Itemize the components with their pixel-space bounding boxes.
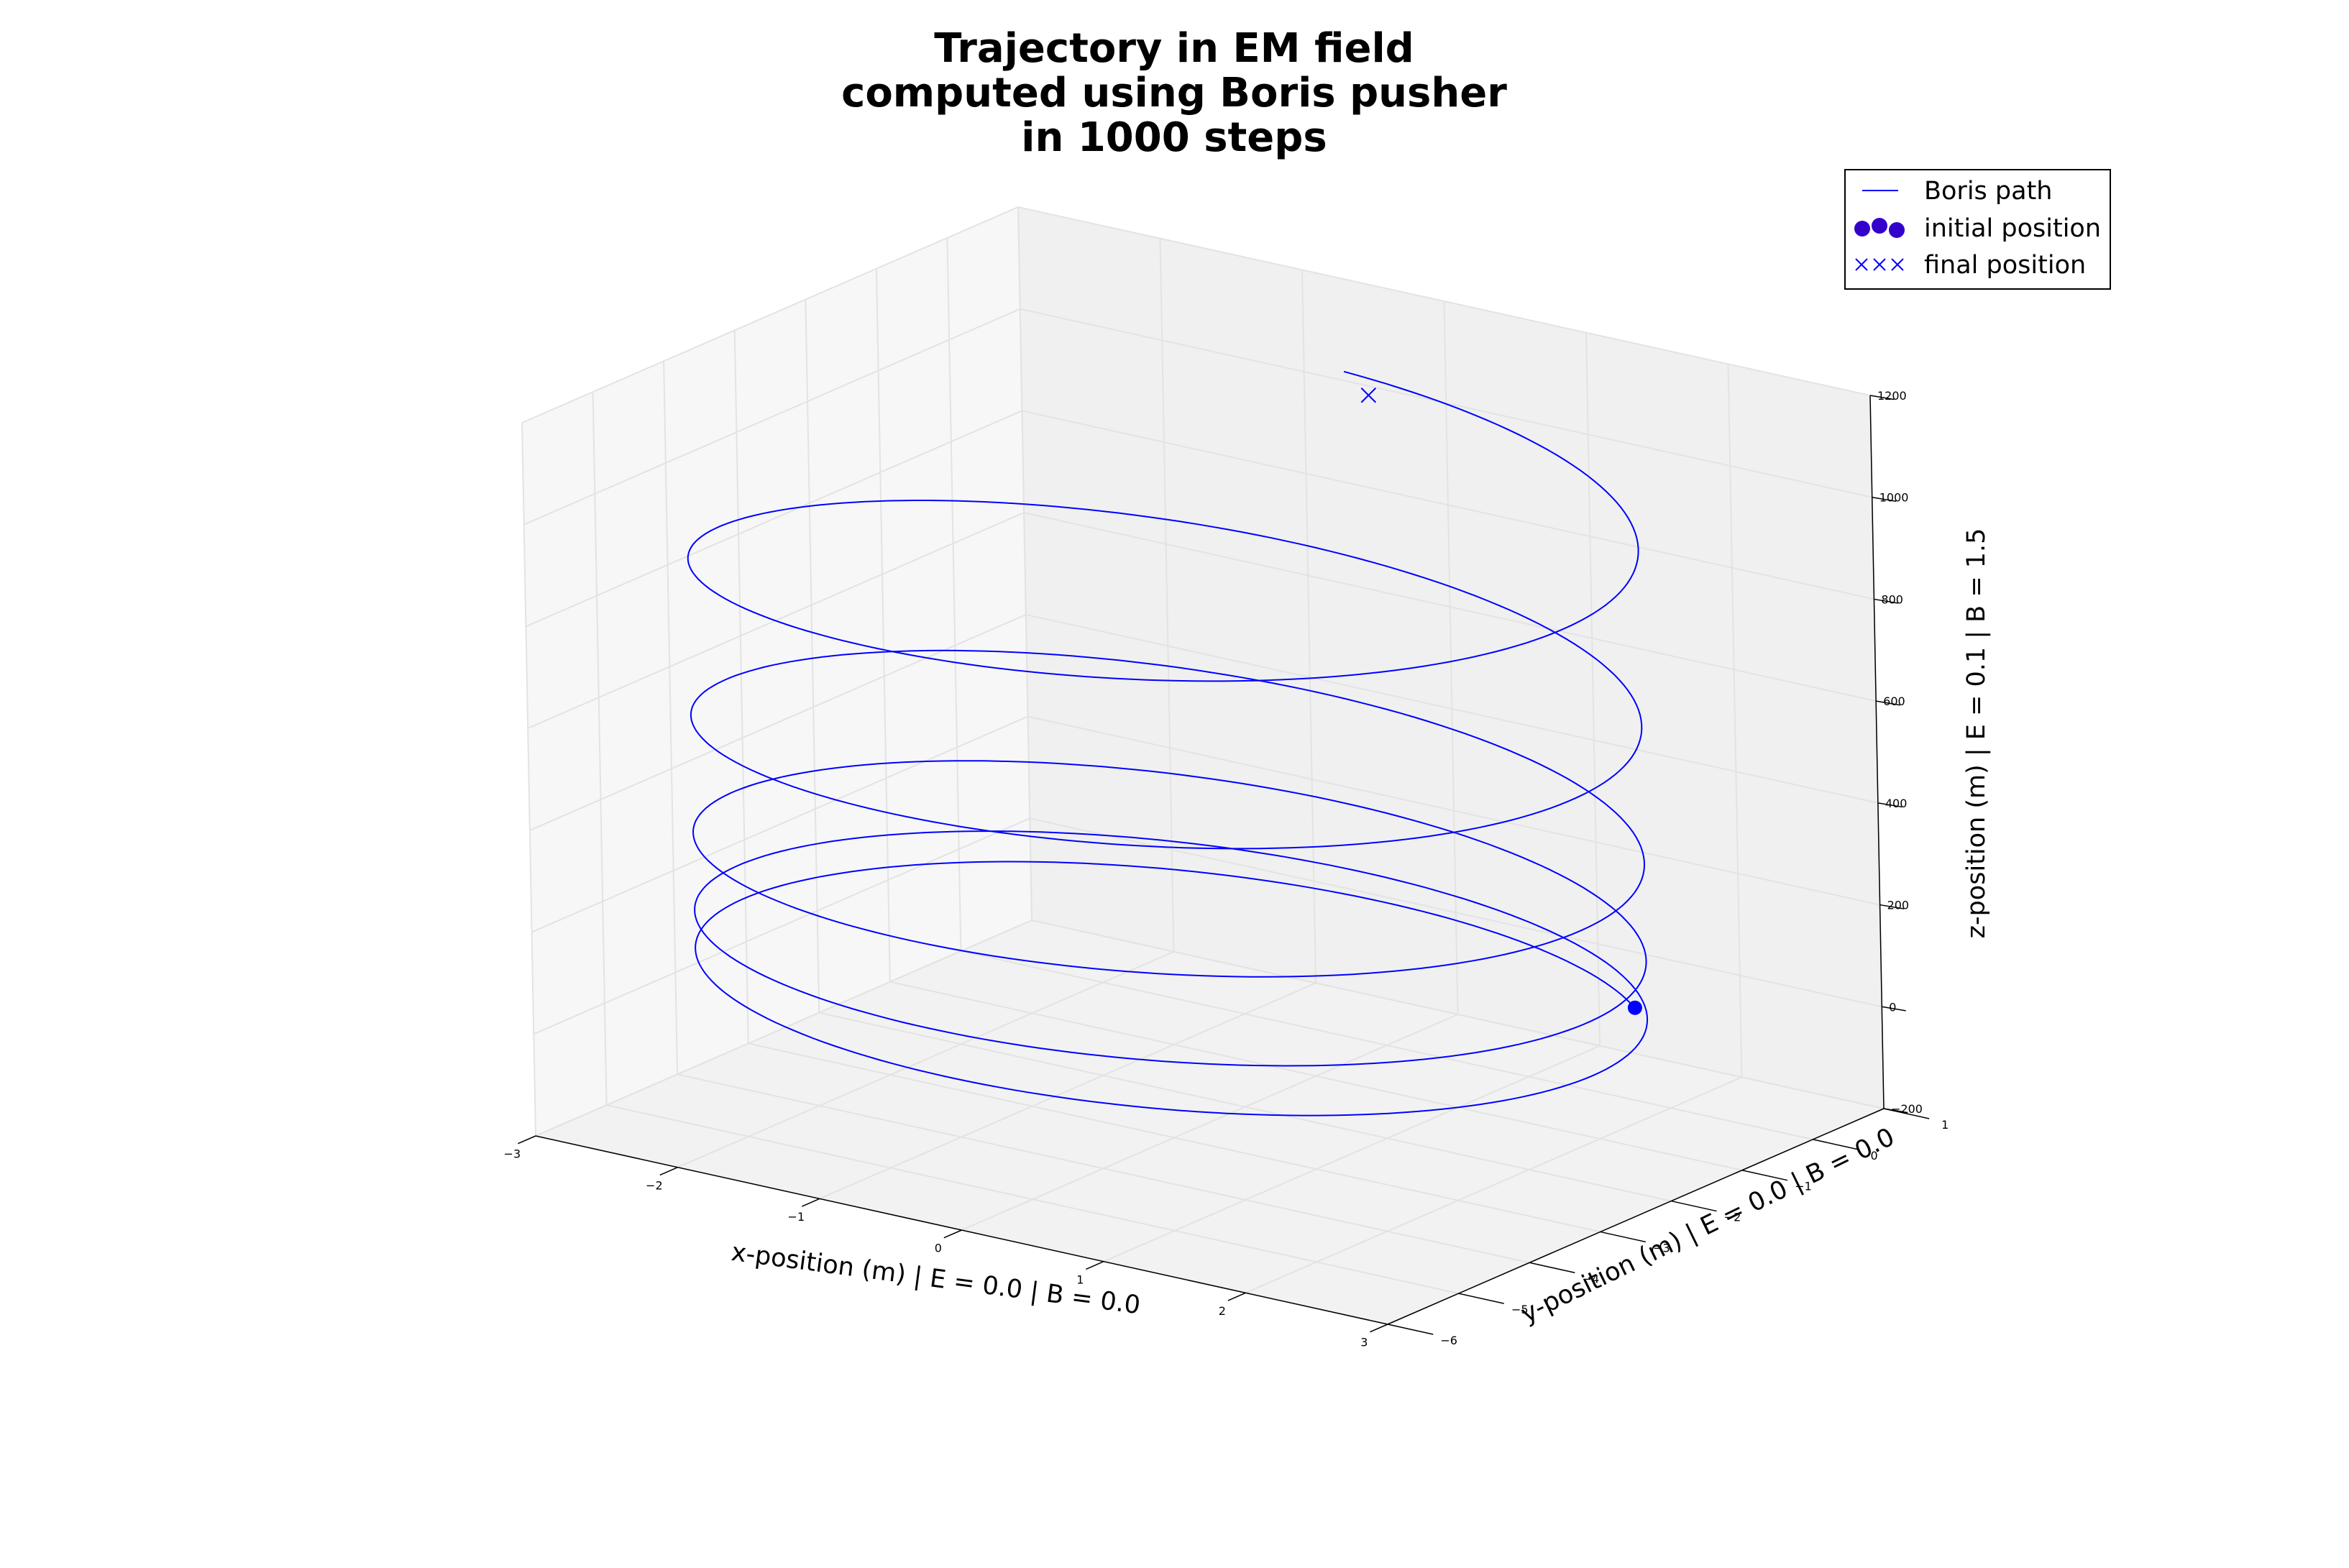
y-tick-label: 1: [1941, 1118, 1949, 1132]
x-tick: [802, 1198, 820, 1207]
chart-title-line-2: computed using Boris pusher: [841, 70, 1507, 116]
axes-panes: [522, 207, 1884, 1324]
legend-label-boris-path: Boris path: [1924, 177, 2052, 206]
z-tick: [1883, 1108, 1908, 1114]
legend-circle-swatch-3: [1889, 222, 1905, 238]
z-tick-label: 200: [1887, 899, 1910, 912]
legend-label-initial-position: initial position: [1924, 214, 2101, 243]
y-tick: [1529, 1262, 1575, 1273]
y-tick: [1813, 1139, 1859, 1150]
z-axis-label: z-position (m) | E = 0.1 | B = 1.5: [1962, 528, 1991, 939]
gridline-z: [521, 206, 1871, 423]
x-tick-label: 2: [1219, 1304, 1226, 1318]
z-tick-label: 0: [1889, 1000, 1896, 1014]
z-tick: [1879, 904, 1905, 909]
y-tick: [1387, 1324, 1434, 1335]
legend-circle-swatch-2: [1872, 218, 1887, 234]
axes-tick-labels: −3 −2 −1 0 1 2 3 −6 −5 −4 −3 −2 −1 0 1 −200 0 200 400 600 80…: [504, 389, 1949, 1349]
series-layer: [687, 370, 1649, 1117]
y-tick-label: −1: [1795, 1180, 1812, 1193]
gridline-z: [527, 512, 1877, 730]
x-tick-label: 0: [935, 1242, 942, 1255]
x-tick-label: 1: [1076, 1273, 1084, 1286]
x-tick-label: 3: [1360, 1336, 1368, 1349]
x-tick: [1227, 1292, 1246, 1301]
x-tick: [518, 1135, 536, 1145]
x-tick: [943, 1229, 962, 1239]
z-tick-label: 400: [1885, 797, 1908, 810]
gridline-z: [529, 613, 1879, 831]
left-pane: [522, 207, 1032, 1136]
y-tick: [1600, 1231, 1647, 1243]
gridline-z: [535, 919, 1885, 1137]
chart-title-line-1: Trajectory in EM field: [934, 25, 1414, 72]
x-tick-label: −2: [646, 1178, 663, 1192]
y-tick-label: 0: [1871, 1149, 1878, 1163]
z-tick-label: 1000: [1879, 491, 1909, 505]
z-tick-label: 600: [1883, 694, 1905, 708]
y-tick-label: −5: [1511, 1303, 1529, 1316]
y-tick: [1671, 1200, 1717, 1212]
axes-ticks: [518, 395, 1930, 1335]
chart-title: Trajectory in EM field computed using Bo…: [841, 25, 1507, 161]
gridline-z: [531, 715, 1880, 933]
x-tick-label: −3: [504, 1147, 521, 1161]
y-tick: [1741, 1169, 1788, 1181]
z-tick: [1874, 598, 1898, 604]
legend: Boris path initial position final positi…: [1844, 169, 2111, 290]
chart-title-line-3: in 1000 steps: [1021, 114, 1327, 161]
x-tick: [659, 1166, 678, 1176]
gridline-z: [526, 410, 1874, 628]
z-tick: [1882, 1006, 1906, 1012]
initial-position-marker: [1627, 1000, 1642, 1015]
y-tick-label: −4: [1583, 1272, 1600, 1285]
y-tick-label: −6: [1440, 1334, 1457, 1347]
y-axis-line: [1387, 1108, 1885, 1325]
boris-path-line: [687, 370, 1649, 1117]
z-tick: [1869, 395, 1895, 400]
final-position-marker: [1360, 388, 1377, 403]
y-tick-label: −2: [1724, 1211, 1741, 1224]
y-tick-label: −3: [1653, 1241, 1670, 1255]
z-axis-line: [1869, 395, 1885, 1109]
gridline-z: [523, 308, 1872, 526]
x-tick-label: −1: [788, 1210, 805, 1224]
z-tick-label: −200: [1891, 1102, 1923, 1116]
y-tick: [1458, 1293, 1504, 1304]
z-tick-label: 800: [1881, 592, 1903, 606]
z-tick-label: 1200: [1877, 389, 1907, 403]
z-tick: [1876, 700, 1900, 706]
legend-label-final-position: final position: [1924, 251, 2086, 280]
z-tick: [1877, 802, 1902, 808]
z-tick: [1872, 496, 1897, 503]
legend-x-swatch: [1855, 258, 1904, 271]
x-tick: [1370, 1324, 1388, 1333]
x-tick: [1086, 1260, 1104, 1270]
legend-circle-swatch-1: [1854, 221, 1870, 237]
